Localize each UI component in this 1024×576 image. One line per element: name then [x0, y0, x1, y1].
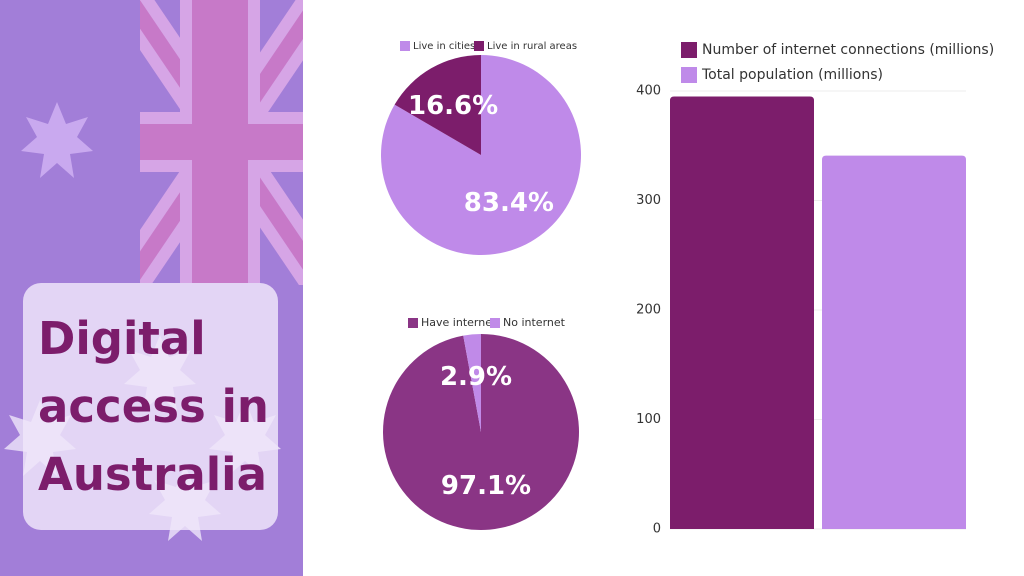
value-label: 83.4% [464, 188, 554, 218]
flag [140, 0, 303, 285]
legend-swatch [681, 67, 697, 83]
legend-swatch [408, 318, 418, 328]
legend-swatch [490, 318, 500, 328]
legend-swatch [400, 41, 410, 51]
bar [670, 96, 814, 529]
y-tick-label: 300 [636, 193, 661, 208]
value-label: 97.1% [441, 471, 531, 501]
pie-slice [394, 55, 481, 155]
y-tick-label: 400 [636, 84, 661, 99]
legend-label: Total population (millions) [701, 67, 883, 83]
legend-label: Live in cities [413, 41, 475, 52]
legend-label: No internet [503, 316, 566, 329]
title-box [23, 283, 278, 530]
y-tick-label: 200 [636, 303, 661, 318]
pie-slice [381, 55, 582, 256]
slide-title: Digital access in Australia [38, 312, 269, 501]
y-tick-label: 0 [653, 522, 661, 537]
legend-label: Have internet [421, 316, 497, 329]
legend-label: Live in rural areas [487, 41, 577, 52]
pie-slice [383, 334, 579, 530]
legend-swatch [474, 41, 484, 51]
value-label: 2.9% [440, 362, 512, 392]
value-label: 16.6% [408, 91, 498, 121]
legend-swatch [681, 42, 697, 58]
pie-slice [463, 334, 481, 432]
legend-label: Number of internet connections (millions… [702, 42, 994, 58]
bar [822, 155, 966, 530]
y-tick-label: 100 [636, 412, 661, 427]
